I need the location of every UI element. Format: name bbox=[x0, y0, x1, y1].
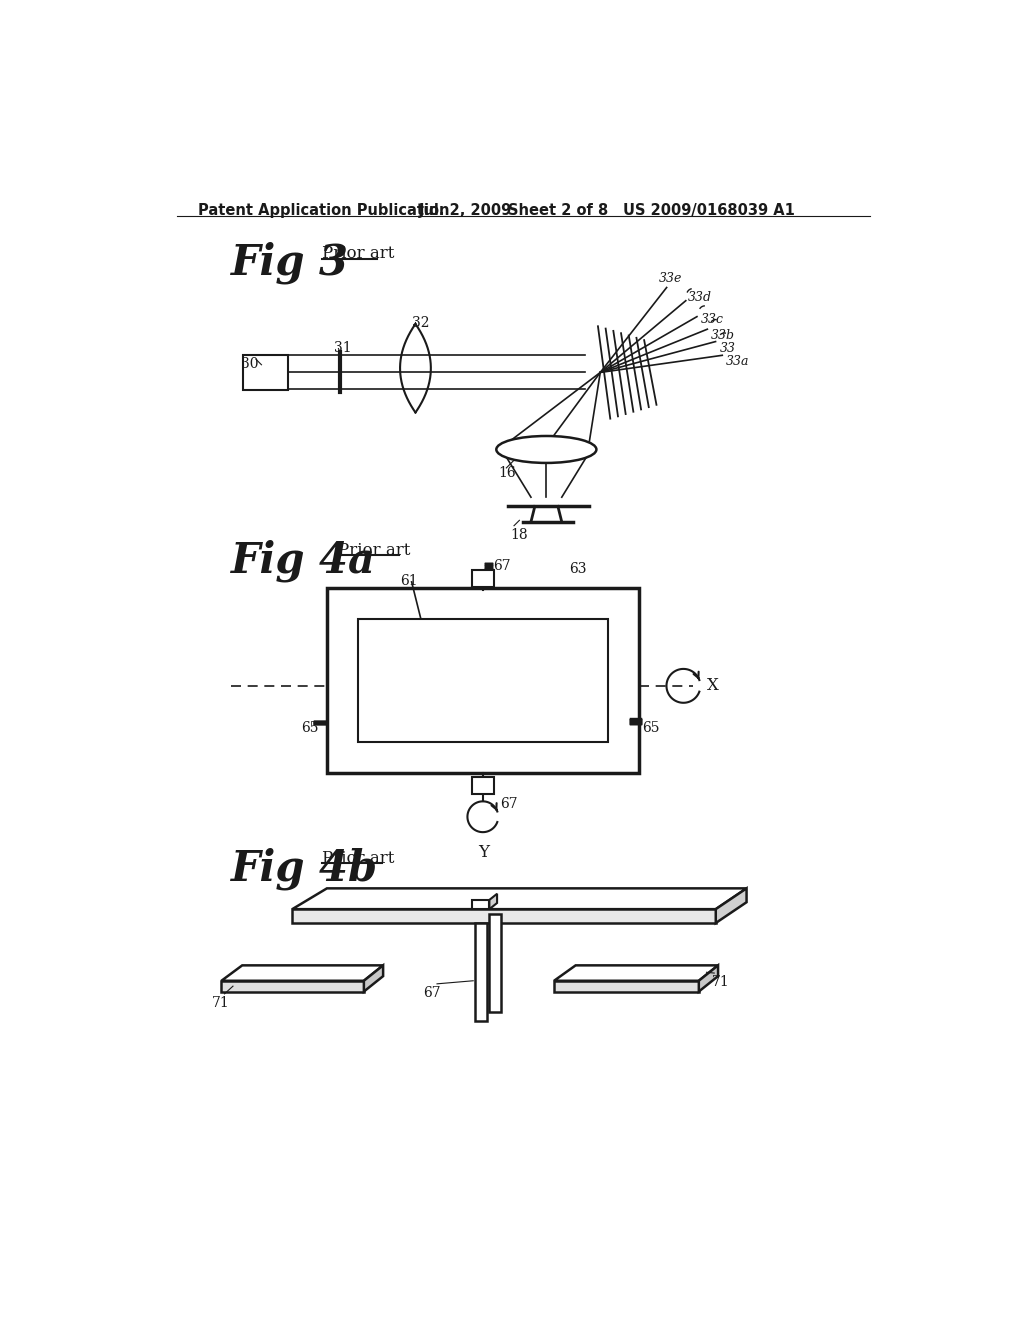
Bar bbox=[472, 900, 489, 909]
Text: Fig 4a: Fig 4a bbox=[230, 540, 376, 582]
Text: Prior art: Prior art bbox=[339, 543, 411, 558]
Polygon shape bbox=[716, 888, 746, 923]
Text: 18: 18 bbox=[510, 528, 527, 543]
Text: 61: 61 bbox=[400, 574, 418, 589]
Text: 33a: 33a bbox=[726, 355, 750, 368]
Text: Y: Y bbox=[478, 843, 489, 861]
Polygon shape bbox=[221, 965, 383, 981]
Text: 67: 67 bbox=[500, 797, 518, 812]
Text: Fig 3: Fig 3 bbox=[230, 242, 348, 284]
Text: 31: 31 bbox=[334, 341, 351, 355]
Text: 65: 65 bbox=[301, 721, 319, 734]
Polygon shape bbox=[292, 888, 746, 909]
Text: 33c: 33c bbox=[700, 313, 724, 326]
Text: US 2009/0168039 A1: US 2009/0168039 A1 bbox=[624, 203, 796, 218]
Text: 33b: 33b bbox=[712, 329, 735, 342]
Polygon shape bbox=[698, 965, 718, 991]
Text: Prior art: Prior art bbox=[322, 244, 394, 261]
Polygon shape bbox=[292, 909, 716, 923]
Text: 30: 30 bbox=[241, 358, 258, 371]
Text: 33e: 33e bbox=[658, 272, 682, 285]
Text: 71: 71 bbox=[712, 974, 730, 989]
Text: 33: 33 bbox=[720, 342, 735, 355]
Bar bbox=[472, 776, 494, 793]
Text: 65: 65 bbox=[643, 721, 660, 734]
Text: 71: 71 bbox=[211, 997, 229, 1010]
Text: Fig 4b: Fig 4b bbox=[230, 847, 378, 890]
Polygon shape bbox=[554, 981, 698, 991]
Bar bbox=[243, 355, 288, 389]
Polygon shape bbox=[364, 965, 383, 991]
Text: X: X bbox=[707, 677, 719, 694]
Polygon shape bbox=[488, 913, 501, 1011]
Bar bbox=[357, 619, 608, 742]
Text: 67: 67 bbox=[494, 558, 511, 573]
Ellipse shape bbox=[497, 436, 596, 463]
Bar bbox=[327, 589, 639, 774]
Text: 33d: 33d bbox=[688, 292, 712, 305]
Bar bbox=[472, 570, 494, 586]
Polygon shape bbox=[489, 894, 497, 909]
Text: Jul. 2, 2009: Jul. 2, 2009 bbox=[419, 203, 513, 218]
Polygon shape bbox=[475, 923, 487, 1020]
Text: Patent Application Publication: Patent Application Publication bbox=[199, 203, 450, 218]
Text: 67: 67 bbox=[423, 986, 440, 1001]
Polygon shape bbox=[554, 965, 718, 981]
Text: Sheet 2 of 8: Sheet 2 of 8 bbox=[508, 203, 608, 218]
Polygon shape bbox=[221, 981, 364, 991]
Text: Prior art: Prior art bbox=[322, 850, 394, 867]
Text: 32: 32 bbox=[412, 317, 429, 330]
Text: 63: 63 bbox=[569, 562, 587, 576]
Text: 16: 16 bbox=[498, 466, 515, 480]
